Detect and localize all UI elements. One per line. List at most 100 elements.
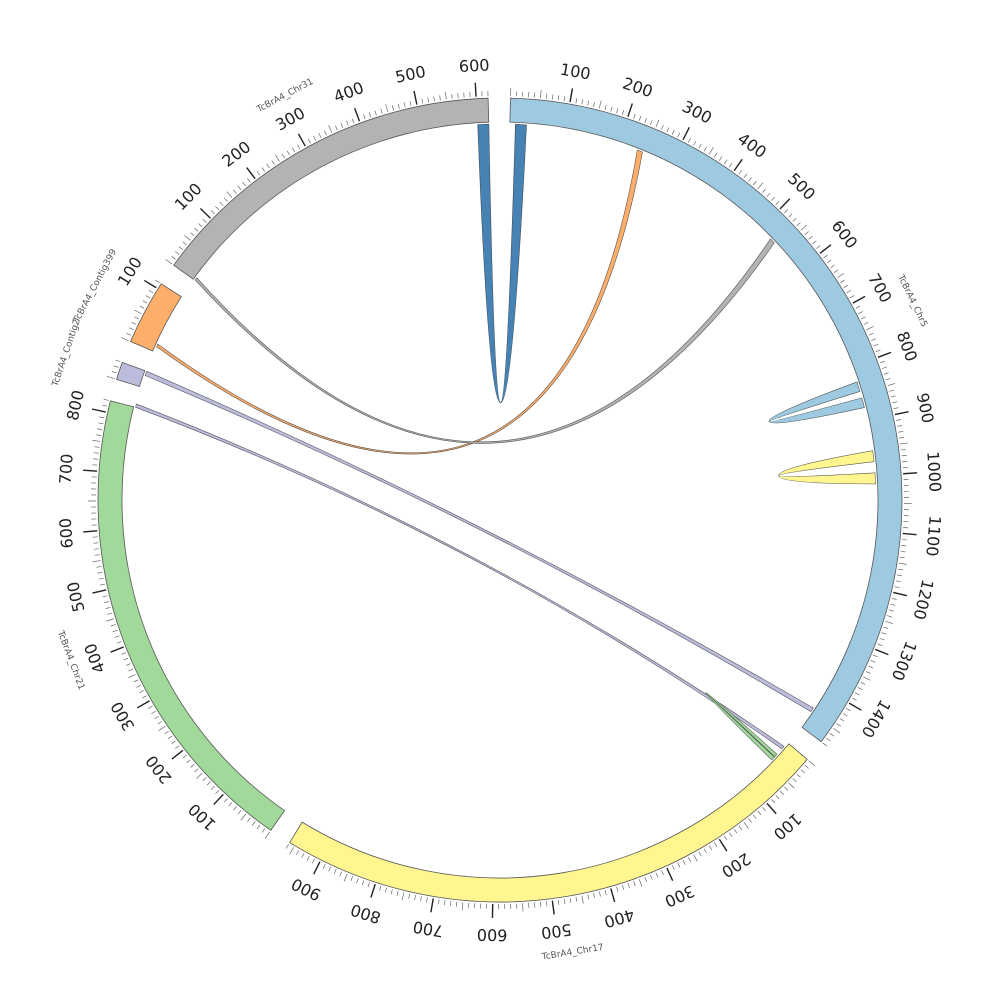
tick-mark (296, 850, 300, 855)
tick-mark (171, 255, 176, 260)
tick-label-chr5-700: 700 (864, 270, 895, 306)
tick-label-chr31-200: 200 (218, 137, 254, 171)
tick-mark (224, 798, 228, 803)
tick-mark (713, 153, 718, 158)
tick-mark (870, 660, 876, 663)
tick-mark (145, 295, 151, 299)
tick-mark (155, 279, 160, 283)
tick-mark (274, 154, 280, 162)
tick-mark (194, 227, 199, 232)
tick-mark (703, 848, 707, 854)
tick-mark (784, 786, 789, 791)
tick-mark (139, 305, 145, 309)
tick-label-chr5-1000: 1000 (923, 451, 945, 493)
tick-mark (439, 95, 441, 101)
tick-mark (281, 153, 285, 159)
tick-mark (671, 865, 675, 871)
tick-mark (852, 295, 866, 304)
tick-mark (885, 378, 891, 381)
tick-mark (836, 723, 841, 727)
tick-mark (540, 90, 542, 99)
tick-mark (202, 218, 207, 223)
tick-mark (115, 359, 121, 363)
tick-mark (627, 883, 630, 889)
tick-mark (775, 200, 780, 205)
tick-mark (610, 106, 613, 112)
tick-label-chr17-600: 600 (477, 925, 508, 945)
tick-mark (748, 177, 752, 182)
tick-mark (738, 169, 743, 175)
tick-mark (839, 718, 845, 722)
link-ribbon-6 (144, 370, 814, 713)
tick-mark (128, 674, 136, 679)
tick-mark (215, 789, 220, 795)
tick-mark (743, 173, 748, 179)
tick-mark (102, 404, 108, 407)
tick-mark (171, 749, 184, 760)
tick-mark (114, 635, 120, 638)
tick-mark (804, 764, 809, 769)
tick-mark (93, 458, 99, 460)
tick-mark (865, 671, 871, 674)
tick-mark (881, 366, 887, 369)
tick-mark (107, 612, 113, 615)
tick-mark (297, 133, 306, 147)
tick-mark (581, 99, 584, 105)
link-ribbon-4 (768, 381, 865, 424)
tick-mark (822, 742, 827, 747)
tick-mark (897, 425, 903, 427)
tick-mark (693, 140, 697, 146)
tick-mark (128, 327, 134, 331)
tick-mark (682, 859, 686, 865)
tick-mark (210, 785, 215, 790)
tick-mark (762, 188, 766, 194)
tick-mark (693, 854, 698, 862)
tick-mark (902, 532, 917, 536)
tick-mark (247, 817, 251, 822)
tick-mark (788, 782, 795, 789)
tick-label-chr21-800: 800 (63, 388, 88, 422)
tick-mark (198, 223, 203, 228)
segment-chr31 (173, 97, 490, 280)
tick-mark (883, 372, 889, 375)
tick-mark (134, 316, 139, 320)
tick-mark (242, 181, 247, 187)
tick-mark (285, 844, 289, 849)
tick-mark (899, 437, 905, 439)
tick-mark (666, 867, 674, 881)
tick-mark (889, 389, 895, 392)
segment-c399 (130, 283, 182, 352)
tick-mark (752, 814, 757, 819)
tick-mark (804, 231, 809, 236)
tick-mark (414, 895, 416, 901)
tick-mark (368, 112, 372, 118)
tick-mark (842, 713, 848, 717)
tick-mark (762, 806, 766, 812)
tick-mark (829, 733, 835, 737)
tick-label-chr17-400: 400 (602, 905, 637, 932)
tick-mark (324, 130, 327, 136)
tick-mark (396, 890, 399, 896)
tick-mark (335, 125, 338, 131)
tick-mark (175, 251, 180, 255)
tick-mark (289, 847, 295, 855)
tick-mark (297, 144, 301, 150)
tick-mark (604, 104, 607, 110)
tick-mark (896, 574, 902, 577)
tick-mark (598, 100, 602, 109)
tick-mark (421, 98, 424, 104)
tick-mark (92, 439, 101, 442)
tick-mark (879, 637, 885, 641)
tick-mark (427, 97, 429, 103)
tick-mark (757, 182, 764, 190)
tick-mark (587, 100, 590, 106)
link-ribbon-5 (135, 403, 785, 750)
tick-mark (291, 147, 296, 153)
tick-mark (644, 118, 647, 123)
segment-chr21 (97, 400, 286, 831)
tick-mark (587, 894, 590, 900)
tick-mark (99, 416, 105, 419)
tick-mark (633, 881, 636, 887)
segment-label-c399: TcBrA4_Contig399 (72, 247, 120, 325)
tick-mark (610, 888, 616, 903)
